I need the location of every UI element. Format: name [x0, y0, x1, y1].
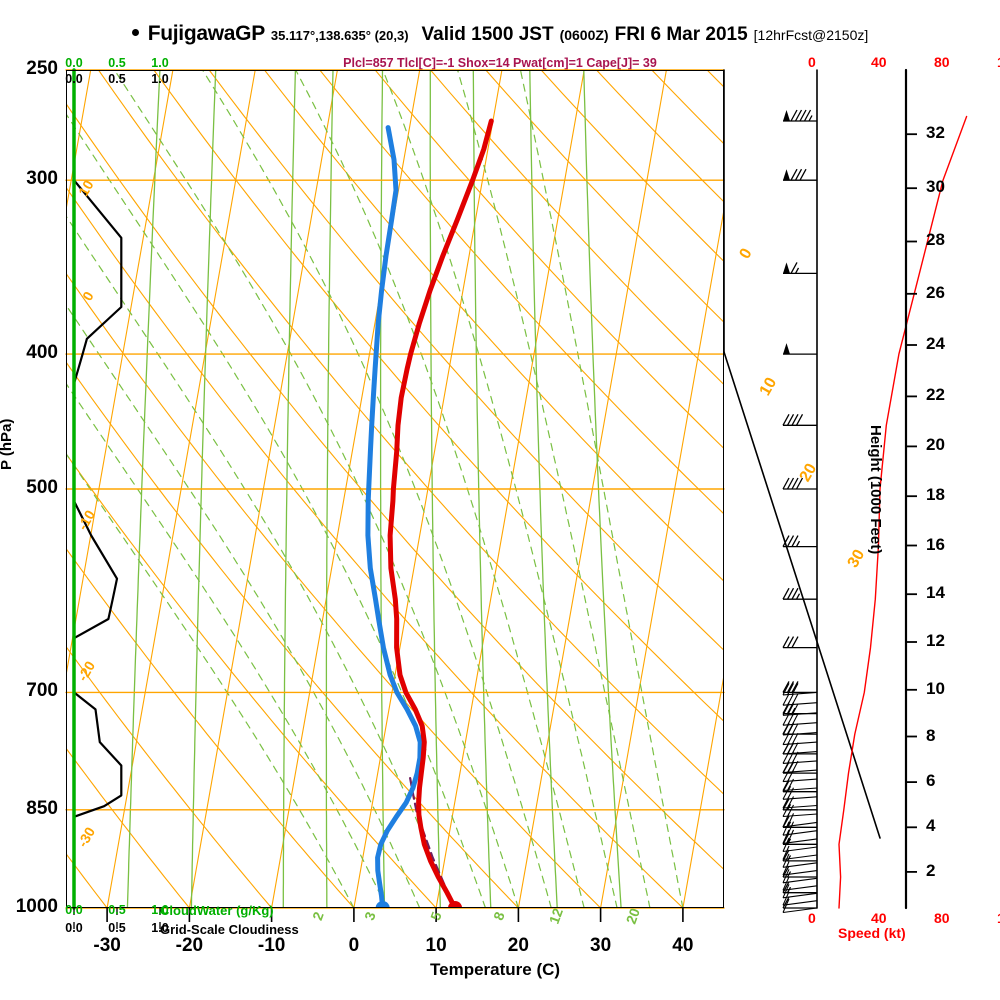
- header: FujigawaGP 35.117°,138.635° (20,3) Valid…: [0, 22, 1000, 48]
- height-tick-28: 28: [926, 230, 945, 250]
- speed-tick-0: 0: [808, 54, 816, 70]
- cloudiness-tick-2: 1.0: [151, 921, 169, 935]
- temperature-tick-10: 10: [425, 935, 447, 956]
- height-tick-30: 30: [926, 177, 945, 197]
- cloudwater-axis-label: CloudWater (g/Kg): [160, 903, 274, 918]
- speed-tick-3: 120: [997, 54, 1000, 70]
- pressure-tick-1000: 1000: [15, 896, 58, 917]
- temperature-tick-20: 20: [507, 935, 529, 956]
- axis-ticks: [73, 908, 684, 929]
- height-tick-18: 18: [926, 485, 945, 505]
- cloudwater-top-tick-1: 0.5: [108, 56, 126, 70]
- isobar-lines: [65, 69, 881, 909]
- temperature-tick--10: -10: [257, 935, 286, 956]
- height-tick-2: 2: [926, 860, 936, 880]
- height-tick-16: 16: [926, 534, 945, 554]
- cloudiness-axis-label: Grid-Scale Cloudiness: [160, 922, 299, 937]
- sounding-curves: [365, 118, 494, 908]
- speed-tick-1: 40: [871, 910, 887, 926]
- cloudiness-top-tick-2: 1.0: [151, 72, 169, 86]
- cloudwater-tick-0: 0.0: [65, 903, 83, 917]
- height-tick-22: 22: [926, 385, 945, 405]
- speed-tick-3: 120: [997, 910, 1000, 926]
- temperature-tick-30: 30: [590, 935, 612, 956]
- temperature-tick--20: -20: [175, 935, 204, 956]
- valid-time-utc: (0600Z): [559, 27, 609, 43]
- height-tick-20: 20: [926, 435, 945, 455]
- height-tick-14: 14: [926, 583, 945, 603]
- height-tick-12: 12: [926, 630, 945, 650]
- surface-marker-0: [375, 901, 390, 908]
- speed-tick-1: 40: [871, 54, 887, 70]
- valid-time: Valid 1500 JST: [421, 24, 554, 45]
- cloudiness-curve: [72, 179, 123, 818]
- cloudiness-tick-1: 0.5: [108, 921, 126, 935]
- cloudiness-top-tick-0: 0.0: [65, 72, 83, 86]
- cloudwater-tick-1: 0.5: [108, 903, 126, 917]
- height-tick-32: 32: [926, 123, 945, 143]
- speed-tick-2: 80: [934, 54, 950, 70]
- pressure-tick-850: 850: [26, 797, 58, 819]
- forecast-info: [12hrFcst@2150z]: [753, 27, 869, 43]
- wind-barb-panel: [782, 69, 968, 914]
- pressure-tick-400: 400: [26, 342, 58, 364]
- pressure-tick-300: 300: [26, 168, 58, 190]
- temperature-tick-40: 40: [672, 935, 694, 956]
- pressure-axis-label: P (hPa): [0, 418, 15, 470]
- speed-axis-label: Speed (kt): [838, 925, 906, 941]
- surface-marker-1: [448, 901, 463, 908]
- cloudwater-top-tick-2: 1.0: [151, 56, 169, 70]
- height-tick-10: 10: [926, 678, 945, 698]
- height-tick-8: 8: [926, 725, 936, 745]
- cloudwater-top-tick-0: 0.0: [65, 56, 83, 70]
- sounding-stats: Plcl=857 Tlcl[C]=-1 Shox=14 Pwat[cm]=1 C…: [343, 56, 657, 70]
- cloudiness-tick-0: 0.0: [65, 921, 83, 935]
- height-axis-label: Height (1000 Feet): [867, 425, 884, 555]
- temperature-tick--30: -30: [93, 935, 121, 956]
- height-tick-4: 4: [926, 816, 936, 836]
- valid-date: FRI 6 Mar 2015: [614, 24, 748, 45]
- temperature-tick-0: 0: [348, 935, 360, 956]
- speed-tick-2: 80: [934, 910, 950, 926]
- speed-tick-0: 0: [808, 910, 816, 926]
- temperature-axis-label: Temperature (C): [430, 960, 561, 979]
- cloudiness-top-tick-1: 0.5: [108, 72, 126, 86]
- height-axis: [904, 68, 917, 910]
- cloudwater-tick-2: 1.0: [151, 903, 169, 917]
- pressure-tick-500: 500: [26, 477, 58, 498]
- height-tick-6: 6: [926, 771, 936, 791]
- station-coords: 35.117°,138.635° (20,3): [270, 28, 409, 43]
- pressure-tick-700: 700: [26, 680, 58, 702]
- height-tick-26: 26: [926, 282, 945, 302]
- station-dot-icon: [131, 29, 139, 36]
- pressure-tick-250: 250: [26, 58, 58, 79]
- height-tick-24: 24: [926, 333, 945, 353]
- station-name: FujigawaGP: [147, 22, 265, 45]
